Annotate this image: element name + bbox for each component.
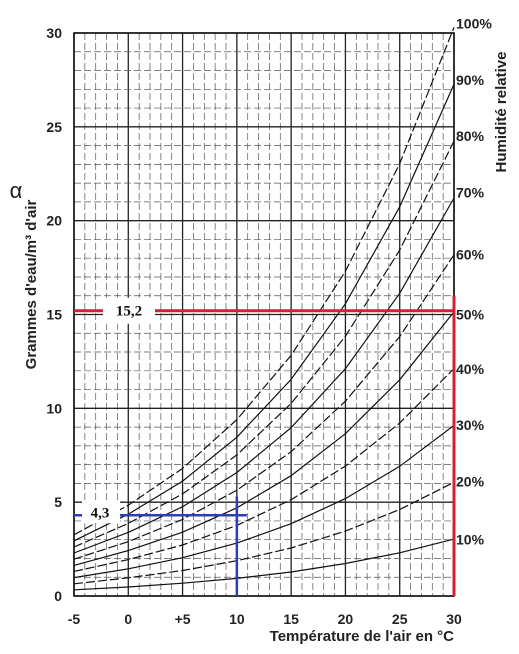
rh-label: 60% [456, 246, 485, 262]
y-axis-title: Grammes d'eau/m³ d'air [23, 199, 40, 369]
rh-curve-20pct [73, 481, 455, 585]
annotation-label-blue: 4,3 [91, 505, 110, 521]
x-tick-label: -5 [68, 611, 81, 627]
y2-axis-title: Humidité relative [493, 52, 510, 173]
rh-curve-90pct [73, 83, 455, 542]
rh-curve-50pct [73, 311, 455, 566]
x-tick-label: 10 [229, 611, 245, 627]
y-tick-label: 15 [46, 307, 62, 323]
rh-curve-70pct [73, 197, 455, 554]
rh-curve-100pct [73, 27, 455, 536]
y-tick-label: 5 [54, 494, 62, 510]
y-tick-label: 25 [46, 119, 62, 135]
rh-curve-30pct [73, 424, 455, 579]
annotation-box-red [103, 297, 155, 324]
y-axis-title-group: Grammes d'eau/m³ d'air [23, 199, 40, 369]
y-tick-label: 10 [46, 400, 62, 416]
rh-label: 100% [456, 16, 492, 32]
rh-label: 90% [456, 72, 485, 88]
y-tick-label: 0 [54, 588, 62, 604]
rh-curve-80pct [73, 140, 455, 548]
rh-label: 10% [456, 532, 485, 548]
annotation-label-red: 15,2 [116, 304, 142, 320]
rh-label: 50% [456, 307, 485, 323]
rh-curve-40pct [73, 368, 455, 572]
rh-label: 80% [456, 128, 485, 144]
y2-axis-title-group: Humidité relative [493, 52, 510, 173]
x-tick-label: 0 [124, 611, 132, 627]
rh-label: 40% [456, 361, 485, 377]
x-tick-label: +5 [175, 611, 191, 627]
rh-curve-10pct [73, 538, 455, 591]
y-tick-label: 20 [46, 213, 62, 229]
x-axis-title: Température de l'air en °C [270, 628, 455, 645]
y-tick-label: 30 [46, 25, 62, 41]
x-tick-label: 30 [446, 611, 462, 627]
x-tick-label: 20 [338, 611, 354, 627]
x-tick-label: 15 [283, 611, 299, 627]
rh-label: 20% [456, 474, 485, 490]
rh-label: 70% [456, 185, 485, 201]
x-tick-label: 25 [392, 611, 408, 627]
rh-curve-60pct [73, 254, 455, 560]
annotation-box-blue [82, 501, 120, 524]
rh-label: 30% [456, 417, 485, 433]
y-axis-symbol: α [10, 178, 23, 203]
